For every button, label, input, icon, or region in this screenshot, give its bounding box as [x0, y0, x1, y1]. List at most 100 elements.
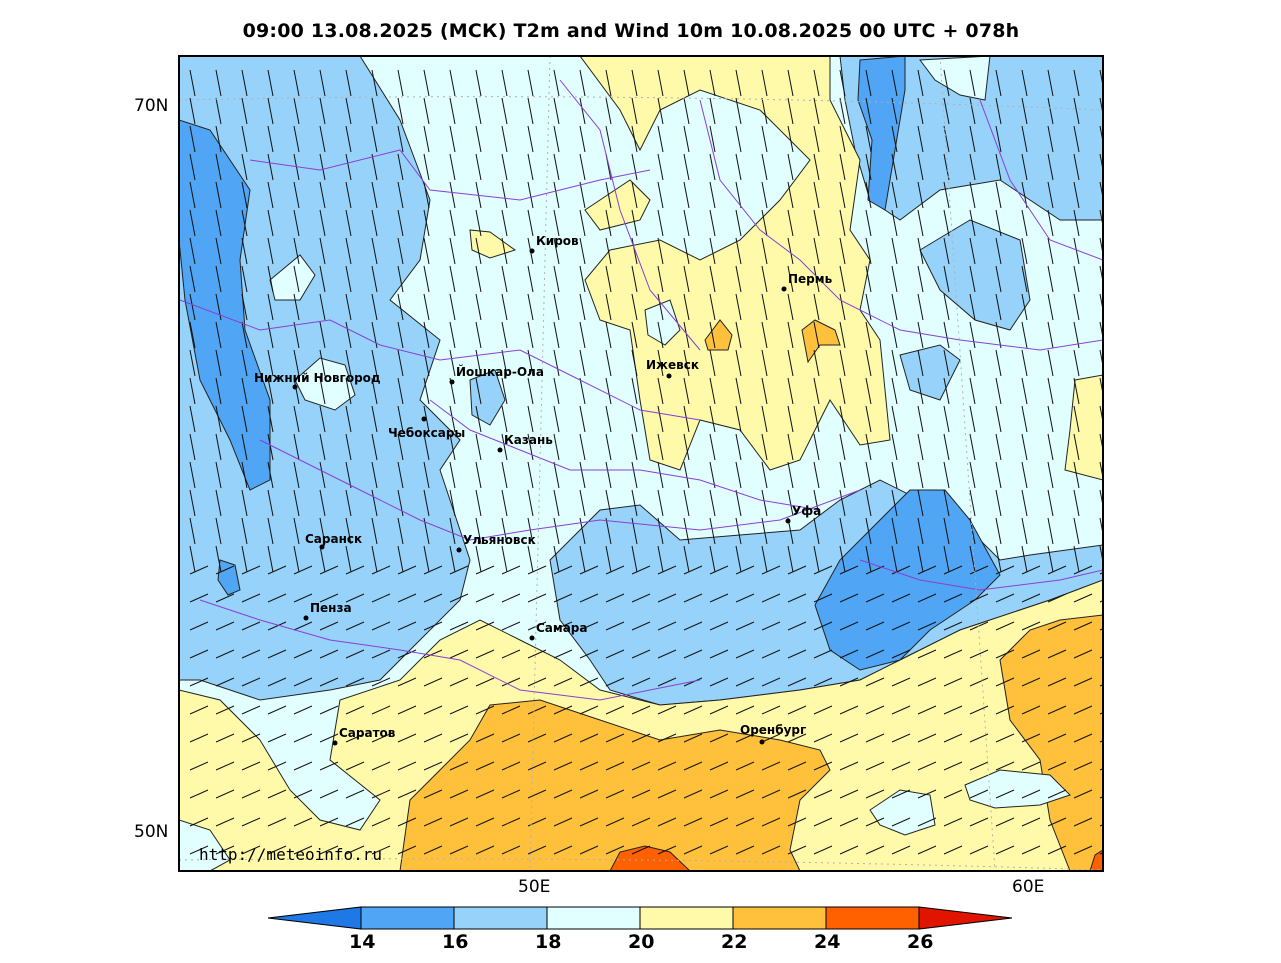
- wind-barb: [449, 677, 469, 687]
- wind-barb: [631, 125, 638, 153]
- city-dot: [456, 547, 462, 553]
- wind-barb: [579, 789, 599, 799]
- wind-barb: [631, 845, 651, 855]
- wind-barb: [839, 293, 846, 321]
- wind-barb: [501, 209, 508, 237]
- wind-barb: [1073, 461, 1080, 489]
- wind-barb: [683, 705, 703, 715]
- wind-barb: [553, 377, 560, 405]
- wind-barb: [1073, 565, 1093, 575]
- wind-barb: [813, 349, 820, 377]
- wind-barb: [995, 293, 1002, 321]
- wind-barb: [319, 265, 326, 293]
- wind-barb: [865, 845, 885, 855]
- colorbar-extend-low: [267, 906, 362, 930]
- wind-barb: [189, 845, 209, 855]
- wind-barb: [813, 321, 820, 349]
- wind-barb: [605, 545, 612, 573]
- wind-barb: [839, 405, 846, 433]
- wind-barb: [345, 349, 352, 377]
- wind-barb: [969, 237, 976, 265]
- wind-barb: [735, 265, 742, 293]
- wind-barb: [787, 237, 794, 265]
- wind-barb: [683, 565, 703, 575]
- wind-barb: [501, 237, 508, 265]
- wind-barb: [475, 265, 482, 293]
- wind-barb: [787, 209, 794, 237]
- wind-barb: [657, 593, 677, 603]
- wind-barb: [813, 153, 820, 181]
- colorbar-tick-label: 14: [349, 931, 376, 953]
- wind-barb: [1047, 69, 1054, 97]
- wind-barb: [631, 733, 651, 743]
- wind-barb: [345, 237, 352, 265]
- city-dot: [529, 635, 535, 641]
- wind-barb: [527, 377, 534, 405]
- wind-barb: [1047, 517, 1054, 545]
- wind-barb: [995, 69, 1002, 97]
- wind-barb: [293, 181, 300, 209]
- wind-barb: [449, 817, 469, 827]
- wind-barb: [319, 237, 326, 265]
- wind-barb: [943, 677, 963, 687]
- wind-barb: [943, 377, 950, 405]
- wind-barb: [579, 845, 599, 855]
- map-title: 09:00 13.08.2025 (МСК) T2m and Wind 10m …: [242, 20, 1020, 42]
- wind-barb: [891, 153, 898, 181]
- wind-barb: [865, 545, 872, 573]
- wind-barb: [709, 293, 716, 321]
- wind-barb: [1073, 761, 1093, 771]
- wind-barb: [319, 377, 326, 405]
- wind-barb: [709, 377, 716, 405]
- wind-barb: [527, 621, 547, 631]
- wind-barb: [553, 845, 573, 855]
- wind-barb: [267, 705, 287, 715]
- wind-barb: [319, 349, 326, 377]
- wind-barb: [865, 517, 872, 545]
- wind-barb: [215, 545, 222, 573]
- wind-barb: [293, 705, 313, 715]
- wind-barb: [969, 293, 976, 321]
- wind-barb: [475, 209, 482, 237]
- wind-barb: [735, 649, 755, 659]
- wind-barb: [189, 321, 196, 349]
- wind-barb: [813, 845, 833, 855]
- wind-barb: [709, 489, 716, 517]
- credit-url[interactable]: http://meteoinfo.ru: [199, 845, 383, 864]
- wind-barb: [735, 405, 742, 433]
- wind-barb: [449, 649, 469, 659]
- wind-barb: [839, 489, 846, 517]
- wind-barb: [423, 565, 443, 575]
- wind-barb: [995, 705, 1015, 715]
- wind-barb: [891, 817, 911, 827]
- wind-barb: [345, 69, 352, 97]
- wind-barb: [293, 237, 300, 265]
- wind-barb: [215, 461, 222, 489]
- wind-barb: [423, 321, 430, 349]
- wind-barb: [319, 705, 339, 715]
- wind-barb: [735, 349, 742, 377]
- wind-barb: [657, 761, 677, 771]
- wind-barb: [943, 237, 950, 265]
- wind-barb: [865, 489, 872, 517]
- wind-barb: [1021, 517, 1028, 545]
- wind-barb: [1021, 433, 1028, 461]
- wind-barb: [787, 349, 794, 377]
- wind-barb: [293, 677, 313, 687]
- wind-barb: [1073, 377, 1080, 405]
- wind-barb: [553, 237, 560, 265]
- wind-barb: [917, 181, 924, 209]
- wind-barb: [761, 461, 768, 489]
- wind-barb: [267, 489, 274, 517]
- wind-barb: [839, 349, 846, 377]
- wind-barb: [475, 593, 495, 603]
- wind-barb: [345, 377, 352, 405]
- wind-barb: [917, 153, 924, 181]
- wind-barb: [1021, 321, 1028, 349]
- wind-barb: [761, 97, 768, 125]
- wind-barb: [241, 433, 248, 461]
- wind-barb: [631, 405, 638, 433]
- wind-barb: [397, 705, 417, 715]
- wind-barb: [995, 209, 1002, 237]
- wind-barb: [1047, 545, 1054, 573]
